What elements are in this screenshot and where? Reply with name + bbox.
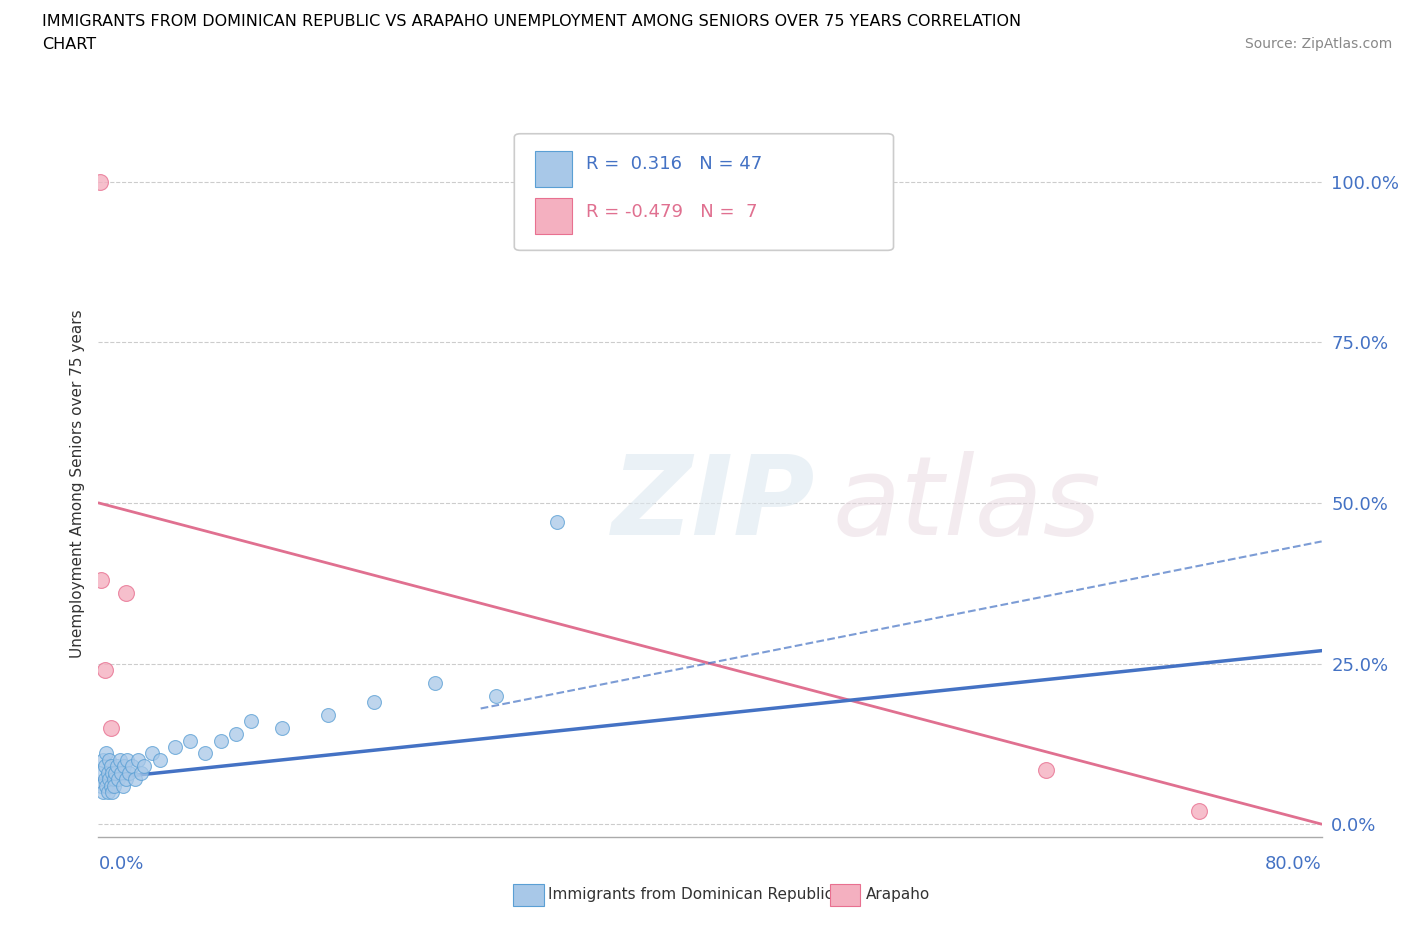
Point bbox=[90, 573, 112, 588]
Point bbox=[107, 772, 129, 787]
Text: IMMIGRANTS FROM DOMINICAN REPUBLIC VS ARAPAHO UNEMPLOYMENT AMONG SENIORS OVER 75: IMMIGRANTS FROM DOMINICAN REPUBLIC VS AR… bbox=[42, 14, 1021, 29]
Point bbox=[104, 765, 127, 780]
Point bbox=[1035, 762, 1057, 777]
Bar bbox=[536, 152, 572, 187]
FancyBboxPatch shape bbox=[515, 134, 893, 250]
Point bbox=[240, 714, 263, 729]
Point bbox=[101, 765, 124, 780]
Point bbox=[90, 778, 112, 793]
Point bbox=[1188, 804, 1211, 818]
Point bbox=[89, 765, 111, 780]
Point bbox=[97, 785, 120, 800]
Point bbox=[546, 514, 568, 529]
Point bbox=[91, 785, 114, 800]
Point bbox=[141, 746, 163, 761]
Point bbox=[111, 778, 134, 793]
Point bbox=[121, 759, 143, 774]
Point bbox=[194, 746, 217, 761]
Text: 80.0%: 80.0% bbox=[1265, 855, 1322, 872]
Text: Source: ZipAtlas.com: Source: ZipAtlas.com bbox=[1244, 37, 1392, 51]
Point bbox=[93, 759, 115, 774]
Point bbox=[118, 765, 141, 780]
Point bbox=[115, 585, 138, 600]
Y-axis label: Unemployment Among Seniors over 75 years: Unemployment Among Seniors over 75 years bbox=[69, 310, 84, 658]
Point bbox=[316, 708, 339, 723]
Point bbox=[149, 752, 172, 767]
Point bbox=[423, 675, 446, 690]
Text: ZIP: ZIP bbox=[612, 451, 815, 558]
Text: CHART: CHART bbox=[42, 37, 96, 52]
Point bbox=[100, 759, 122, 774]
Point bbox=[112, 759, 135, 774]
Point bbox=[179, 733, 201, 748]
Point bbox=[163, 739, 186, 754]
Point bbox=[94, 778, 117, 793]
Point bbox=[115, 772, 138, 787]
Point bbox=[363, 695, 385, 710]
Point bbox=[134, 759, 156, 774]
Bar bbox=[536, 198, 572, 233]
Point bbox=[100, 778, 122, 793]
Point bbox=[485, 688, 508, 703]
Point bbox=[270, 721, 292, 736]
Point bbox=[225, 726, 247, 741]
Point bbox=[103, 772, 125, 787]
Point bbox=[89, 174, 111, 189]
Point bbox=[103, 778, 125, 793]
Point bbox=[101, 785, 124, 800]
Point bbox=[105, 759, 128, 774]
Point bbox=[108, 752, 131, 767]
Point bbox=[98, 772, 121, 787]
Text: atlas: atlas bbox=[832, 451, 1101, 558]
Text: Arapaho: Arapaho bbox=[866, 887, 931, 902]
Point bbox=[209, 733, 232, 748]
Point bbox=[93, 772, 115, 787]
Point bbox=[110, 765, 132, 780]
Point bbox=[93, 662, 115, 677]
Point bbox=[129, 765, 152, 780]
Text: Immigrants from Dominican Republic: Immigrants from Dominican Republic bbox=[548, 887, 834, 902]
Point bbox=[127, 752, 149, 767]
Text: R =  0.316   N = 47: R = 0.316 N = 47 bbox=[586, 155, 762, 173]
Point bbox=[91, 752, 114, 767]
Text: R = -0.479   N =  7: R = -0.479 N = 7 bbox=[586, 203, 758, 221]
Point bbox=[94, 746, 117, 761]
Point bbox=[98, 752, 121, 767]
Text: 0.0%: 0.0% bbox=[98, 855, 143, 872]
Point bbox=[124, 772, 146, 787]
Point bbox=[117, 752, 139, 767]
Point bbox=[100, 721, 122, 736]
Point bbox=[97, 765, 120, 780]
